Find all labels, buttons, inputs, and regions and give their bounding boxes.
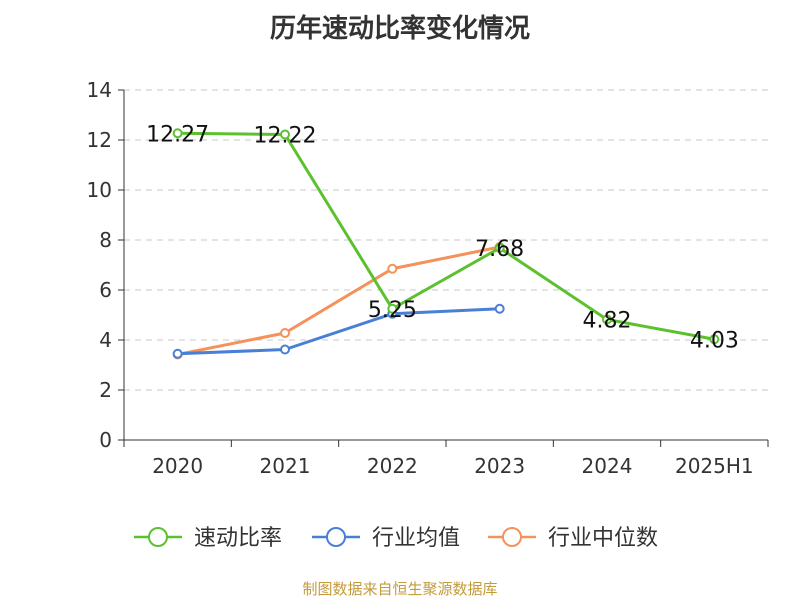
x-tick-label: 2022 [367,454,418,478]
data-label: 12.27 [146,122,209,147]
data-point [172,348,183,359]
y-tick-label: 2 [99,378,112,402]
y-tick-label: 0 [99,428,112,452]
data-point [494,243,505,253]
legend-marker [326,527,346,547]
legend-label: 速动比率 [194,526,282,551]
y-tick-label: 12 [87,128,112,152]
series-line-0 [177,131,715,341]
data-label: 4.03 [690,328,739,353]
x-tick-label: 2025H1 [675,454,754,478]
data-point [709,334,720,345]
data-point [280,129,290,140]
chart-title: 历年速动比率变化情况 [269,14,530,44]
data-point [280,328,290,338]
y-tick-label: 14 [87,78,112,102]
data-point [387,303,398,314]
y-tick-label: 4 [99,328,112,352]
data-point [387,263,398,274]
data-point [172,128,183,139]
data-label: 12.22 [254,124,317,149]
y-tick-label: 10 [87,178,112,202]
series-line-2 [177,245,500,356]
series-line-1 [177,307,500,356]
y-tick-label: 8 [99,228,112,252]
legend-label: 行业均值 [372,526,460,551]
legend-marker [502,527,522,547]
data-source: 制图数据来自恒生聚源数据库 [302,580,498,598]
data-point [280,344,290,355]
legend-label: 行业中位数 [548,526,658,551]
data-point [602,314,612,325]
data-label: 5.25 [368,298,417,323]
data-label: 7.68 [475,237,524,262]
y-tick-label: 6 [99,278,112,302]
data-point [494,303,505,314]
x-tick-label: 2021 [260,454,311,478]
legend-marker [148,527,168,547]
data-label: 4.82 [583,309,632,334]
x-tick-label: 2020 [152,454,203,478]
x-tick-label: 2024 [582,454,633,478]
x-tick-label: 2023 [474,454,525,478]
